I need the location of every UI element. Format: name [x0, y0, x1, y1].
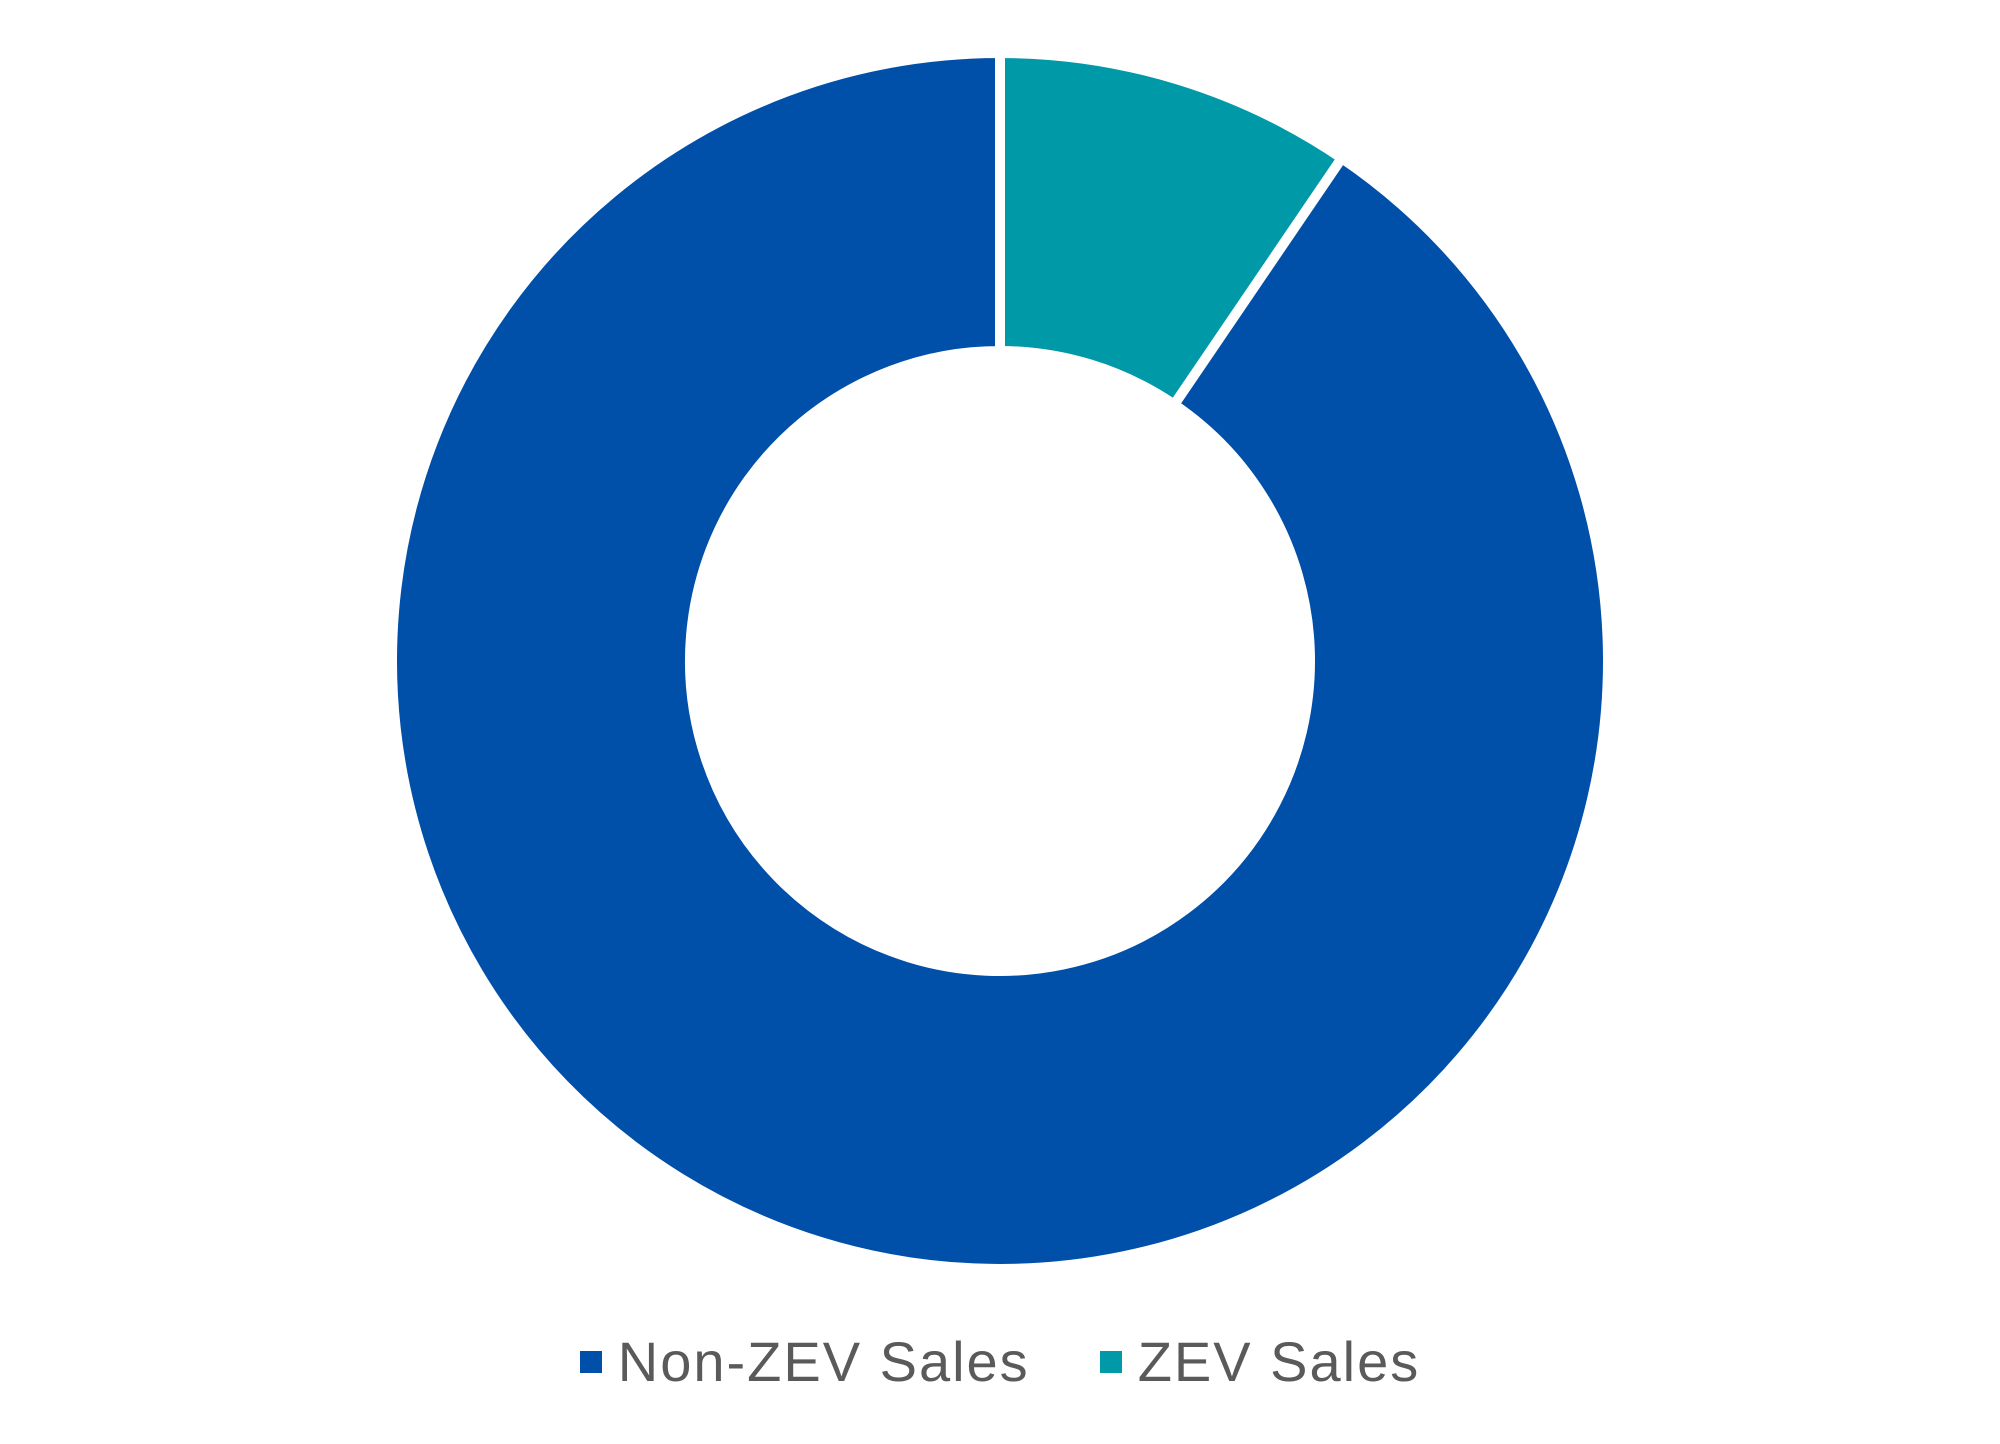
legend-label-non-zev: Non-ZEV Sales — [617, 1330, 1030, 1393]
slice-non-zev-sales[interactable] — [387, 47, 1614, 1274]
legend-swatch-non-zev — [579, 1351, 602, 1373]
legend-item-zev[interactable]: ZEV Sales — [1099, 1330, 1421, 1393]
legend-label-zev: ZEV Sales — [1137, 1330, 1421, 1393]
slice-zev-sales[interactable] — [995, 47, 1349, 412]
legend-item-non-zev[interactable]: Non-ZEV Sales — [579, 1330, 1030, 1393]
legend: Non-ZEV Sales ZEV Sales — [0, 1334, 2000, 1390]
legend-swatch-zev — [1099, 1351, 1122, 1373]
